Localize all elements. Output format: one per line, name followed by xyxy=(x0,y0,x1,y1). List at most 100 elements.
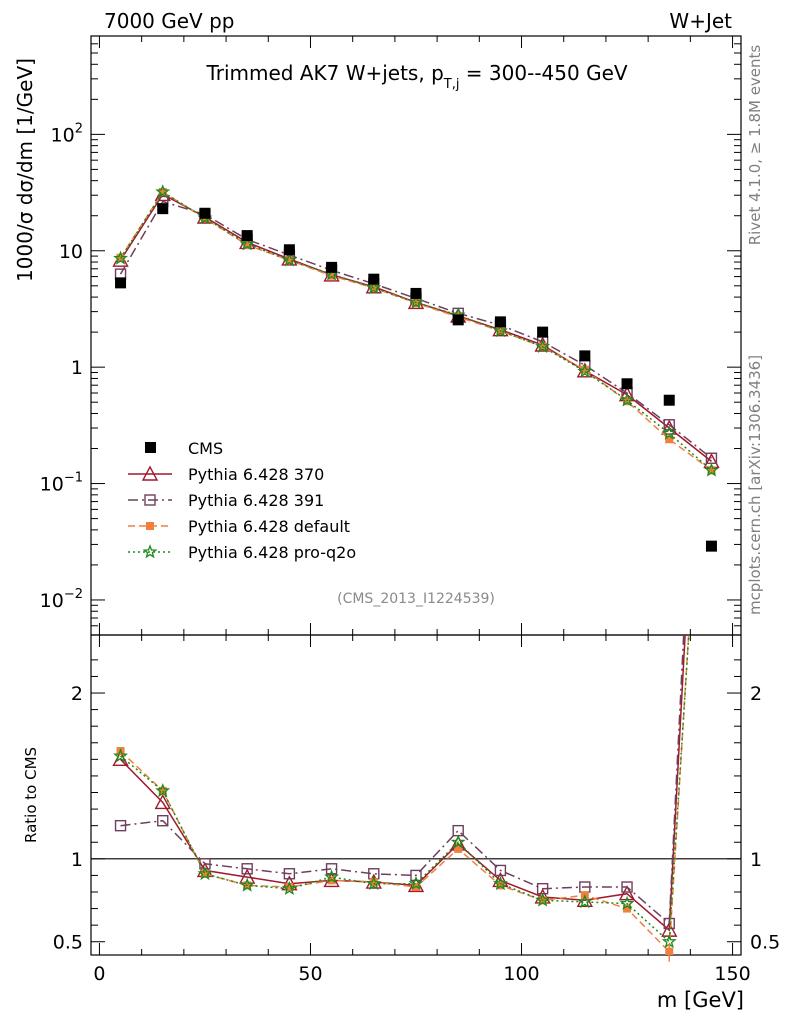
series-3-main xyxy=(113,184,719,477)
x-tick-labels: 0 50 100 150 xyxy=(93,963,750,985)
filled-square-marker xyxy=(327,876,336,885)
ratio-curves xyxy=(112,635,690,962)
star-marker xyxy=(142,544,158,559)
ratio-panel: 0.5 0.5 1 1 2 2 Ratio to CMS xyxy=(22,634,780,962)
star-marker xyxy=(366,280,382,295)
series-0-ratio xyxy=(112,635,686,937)
star-marker xyxy=(619,392,635,407)
filled-square-marker xyxy=(285,883,294,892)
star-marker xyxy=(408,294,424,309)
legend-label: Pythia 6.428 370 xyxy=(188,465,324,484)
filled-square-marker xyxy=(369,878,378,887)
star-marker xyxy=(703,462,719,477)
y-tick-label: 1 xyxy=(71,357,83,379)
filled-square-marker xyxy=(146,522,154,530)
ratio-tick-label-left: 1 xyxy=(71,849,83,871)
open-square-marker xyxy=(663,917,675,930)
filled-square-marker xyxy=(412,883,420,892)
star-marker xyxy=(535,892,551,907)
ratio-line xyxy=(119,635,686,932)
filled-square-marker xyxy=(623,397,632,406)
star-marker xyxy=(535,338,551,354)
cms-data-point xyxy=(494,316,506,328)
ratio-tick-label-right: 2 xyxy=(750,683,762,705)
rivet-version-label: Rivet 4.1.0, ≥ 1.8M events xyxy=(746,45,764,246)
star-marker xyxy=(577,363,593,378)
star-marker xyxy=(324,869,340,884)
header-process-label: W+Jet xyxy=(669,9,732,33)
star-marker xyxy=(577,894,593,909)
legend-entry: Pythia 6.428 default xyxy=(128,517,350,536)
cms-data-point xyxy=(663,394,675,406)
y-axis-label: 1000/σ dσ/dm [1/GeV] xyxy=(13,58,37,282)
header-energy-label: 7000 GeV pp xyxy=(104,9,235,33)
x-tick-label: 150 xyxy=(714,963,750,985)
star-marker xyxy=(239,877,255,892)
legend-entry: Pythia 6.428 370 xyxy=(128,465,324,484)
filled-square-marker xyxy=(454,844,463,853)
star-marker xyxy=(366,875,382,891)
star-marker xyxy=(450,834,466,849)
filled-square-marker xyxy=(665,435,674,444)
legend: CMS Pythia 6.428 370 Pythia 6.428 391 Pythi… xyxy=(128,439,356,562)
x-axis-label: m [GeV] xyxy=(657,988,744,1012)
series-1-ratio xyxy=(114,635,685,930)
star-marker xyxy=(408,875,424,891)
filled-square-marker xyxy=(580,365,589,374)
cms-data-point xyxy=(157,203,169,215)
cms-data-point xyxy=(199,207,211,219)
star-marker xyxy=(281,880,297,896)
legend-label: Pythia 6.428 pro-q2o xyxy=(188,543,356,562)
cms-data-points xyxy=(115,203,717,552)
filled-square-marker xyxy=(327,271,336,280)
cms-data-point xyxy=(326,261,338,273)
cms-data-point xyxy=(452,314,464,326)
star-marker xyxy=(492,875,508,891)
star-marker xyxy=(492,323,508,338)
x-tick-label: 100 xyxy=(503,963,539,985)
series-line xyxy=(119,190,712,471)
x-tick-label: 0 xyxy=(93,963,105,985)
legend-label: Pythia 6.428 391 xyxy=(188,491,324,510)
main-curves xyxy=(112,184,720,477)
open-square-marker xyxy=(663,419,675,431)
open-square-marker xyxy=(410,869,422,882)
star-marker xyxy=(113,748,129,763)
ratio-frame xyxy=(90,634,742,956)
mcplots-label: mcplots.cern.ch [arXiv:1306.3436] xyxy=(746,355,764,615)
filled-square-marker xyxy=(158,187,167,196)
star-marker xyxy=(281,252,297,267)
cms-data-point xyxy=(115,277,127,289)
star-marker xyxy=(155,184,171,199)
star-marker xyxy=(619,895,635,910)
open-square-marker xyxy=(144,494,156,506)
open-square-marker xyxy=(325,863,338,875)
y-tick-label: 10−2 xyxy=(40,587,83,612)
filled-square-marker xyxy=(496,881,505,890)
series-line xyxy=(119,190,712,471)
star-marker xyxy=(197,865,213,881)
cms-data-point xyxy=(621,378,633,390)
series-line xyxy=(119,200,712,459)
star-marker xyxy=(239,236,255,251)
open-square-marker xyxy=(283,868,296,880)
cms-data-point xyxy=(705,540,717,552)
cms-data-point xyxy=(241,230,253,242)
triangle-marker xyxy=(154,793,171,810)
legend-label: CMS xyxy=(188,439,223,458)
legend-cms-marker xyxy=(145,442,156,453)
series-0-main xyxy=(112,185,720,469)
ratio-axis-ticks: 0.5 0.5 1 1 2 2 xyxy=(53,635,780,955)
plot-title: Trimmed AK7 W+jets, pT,j = 300--450 GeV xyxy=(205,61,627,92)
filled-square-marker xyxy=(243,241,252,250)
ratio-tick-label-right: 0.5 xyxy=(750,932,780,954)
filled-square-marker xyxy=(285,256,294,265)
legend-entry: Pythia 6.428 391 xyxy=(128,491,324,510)
open-square-marker xyxy=(621,881,633,893)
y-tick-label: 10 xyxy=(59,241,83,263)
cms-data-point xyxy=(368,273,380,285)
cms-data-point xyxy=(537,326,549,338)
cms-data-point xyxy=(283,244,295,256)
x-tick-label: 50 xyxy=(298,963,322,985)
